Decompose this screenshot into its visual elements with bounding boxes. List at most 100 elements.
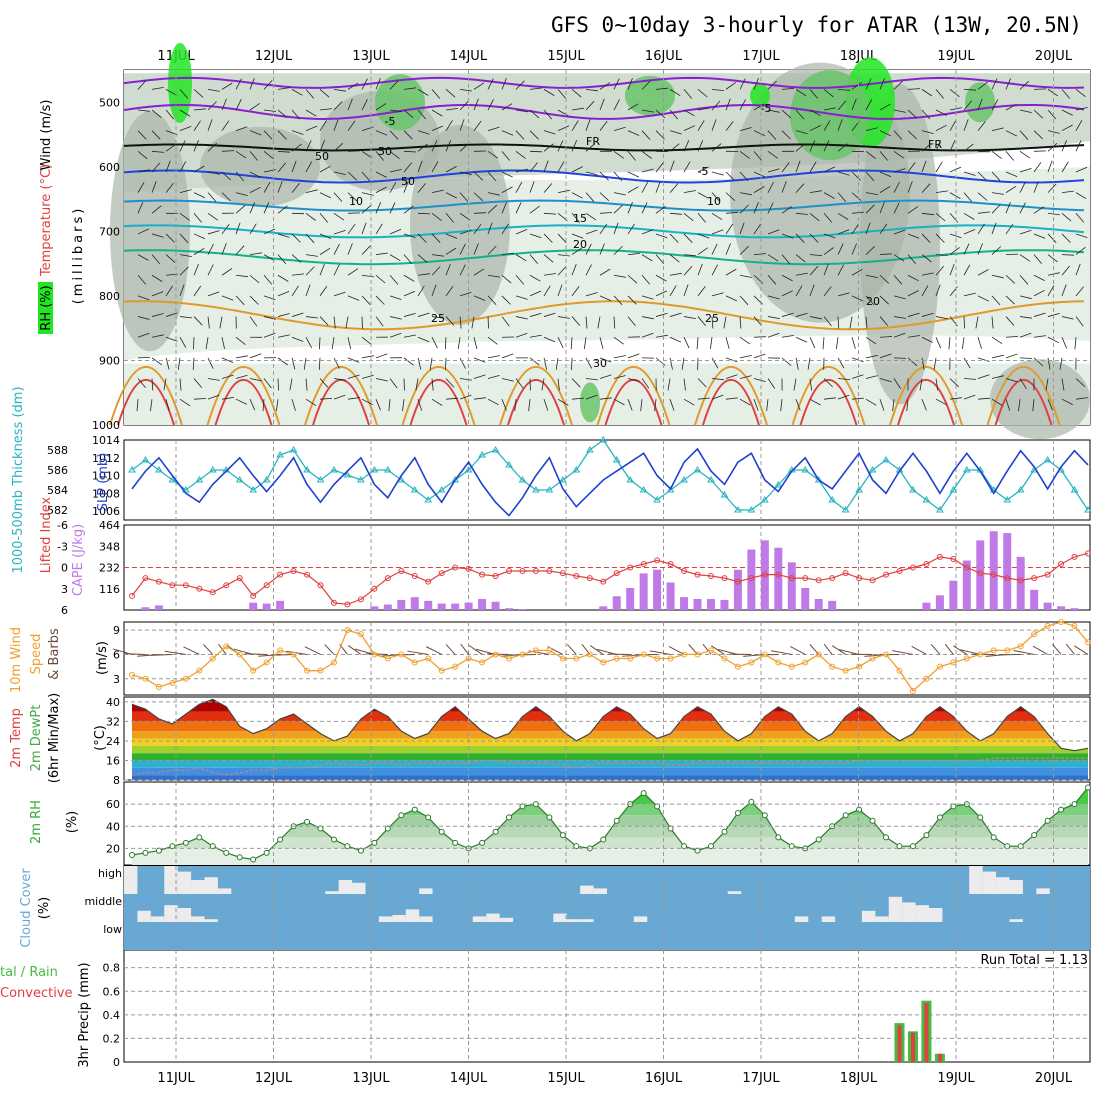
lifted-tick: -6 xyxy=(57,519,68,532)
wind-barb xyxy=(669,285,677,297)
cape-bar xyxy=(276,600,285,610)
wind-barb xyxy=(487,78,494,90)
wind-barb xyxy=(557,398,569,406)
wind-barb xyxy=(487,222,493,235)
wind-barb xyxy=(487,336,498,345)
wind-barb xyxy=(221,357,234,363)
lifted-marker xyxy=(519,568,526,575)
slp-axis-labels: 1000-500mb Thickness (dm) SLP (mb) xyxy=(11,386,111,573)
wind10-marker xyxy=(155,683,162,690)
wind10-marker xyxy=(815,651,822,658)
wind-barb xyxy=(1075,89,1086,98)
wind-barb xyxy=(879,378,892,383)
temp-30-arc xyxy=(312,379,370,426)
wind-barb xyxy=(487,375,500,379)
wind-barb xyxy=(865,222,871,235)
wind-barb xyxy=(375,130,388,136)
wind-barb xyxy=(1033,130,1043,140)
wind-barb xyxy=(543,143,554,152)
thickness-marker xyxy=(936,506,944,513)
wind-barb xyxy=(627,103,639,111)
wind-barb xyxy=(767,130,777,140)
lifted-marker xyxy=(909,564,916,571)
wind-barb xyxy=(151,205,162,214)
wind-barb xyxy=(445,120,453,131)
wind-barb xyxy=(711,316,714,329)
wind-barb xyxy=(515,151,526,159)
wind-barb xyxy=(585,394,598,400)
wind10-barb xyxy=(1013,649,1035,655)
wind-barb xyxy=(963,212,975,220)
thickness-marker xyxy=(303,466,311,473)
wind-barb xyxy=(893,357,907,359)
rh2m-marker xyxy=(600,836,607,843)
rh2m-marker xyxy=(182,839,189,846)
wind-barb xyxy=(739,192,752,196)
wind10-marker xyxy=(573,655,580,662)
wind10-marker xyxy=(681,651,688,658)
rh2m-unit: (%) xyxy=(65,811,80,834)
wind-barb xyxy=(809,254,823,256)
wind-barb xyxy=(305,316,318,319)
temp-30-arc xyxy=(702,379,760,426)
wind-barb xyxy=(137,202,144,214)
wind-barb xyxy=(402,399,405,412)
thickness-marker xyxy=(774,481,783,488)
wind-barb xyxy=(823,378,833,388)
lifted-marker xyxy=(775,571,782,578)
wind-barb xyxy=(417,109,427,120)
lifted-marker xyxy=(600,578,607,585)
lifted-marker xyxy=(640,560,647,567)
wind-barb xyxy=(739,204,749,214)
wind-barb xyxy=(263,151,274,160)
wind10-barb xyxy=(960,649,981,655)
wind-barb xyxy=(333,316,336,329)
cape-bar xyxy=(706,599,715,610)
wind10-axis-labels: 10m Wind Speed & Barbs (m/s) xyxy=(9,627,110,693)
wind-barb xyxy=(613,375,626,379)
lifted-marker xyxy=(479,571,486,578)
wind-barb xyxy=(305,254,318,257)
wind-barb xyxy=(249,202,256,214)
cape-bar xyxy=(828,600,837,610)
thickness-marker xyxy=(155,466,163,473)
wind-barb xyxy=(417,233,427,243)
wind-barb xyxy=(571,233,584,239)
cape-bar xyxy=(774,547,783,610)
cloud-bar-high xyxy=(164,866,178,894)
wind-barb xyxy=(151,291,164,297)
wind-barb xyxy=(865,99,873,111)
wind-barb xyxy=(1047,130,1060,134)
wind-barb xyxy=(949,120,957,131)
thickness-marker xyxy=(814,476,823,483)
wind-barb xyxy=(543,89,555,96)
wind-barb xyxy=(725,357,738,363)
wind-barb xyxy=(767,229,780,235)
wind-barb xyxy=(935,161,943,173)
wind-barb xyxy=(893,109,906,113)
wind-barb xyxy=(193,213,203,223)
temp-line xyxy=(131,698,1089,752)
thickness-marker xyxy=(343,471,352,478)
wind10-marker xyxy=(802,659,809,666)
wind-axis-label: Wind (m/s) xyxy=(39,100,54,171)
wind-barb xyxy=(641,151,652,159)
wind-barb xyxy=(823,166,836,173)
wind-barb xyxy=(739,336,751,345)
wind-barb xyxy=(767,316,780,319)
rh-pale-low xyxy=(124,363,1090,425)
wind-barb xyxy=(907,130,917,140)
wind-barb xyxy=(389,182,397,193)
wind-barb xyxy=(137,228,150,235)
wind-barb xyxy=(711,192,721,202)
wind-barb xyxy=(221,82,233,90)
wind-barb xyxy=(487,355,500,359)
wind-barb xyxy=(991,336,1003,345)
temp-contour-label: 25 xyxy=(431,312,445,325)
wind-barb xyxy=(319,192,331,199)
wind10-barb xyxy=(445,644,456,655)
wind-barb xyxy=(725,211,739,214)
wind-barb xyxy=(150,399,153,412)
wind-barb xyxy=(487,274,500,278)
wind-barb xyxy=(1061,89,1071,99)
